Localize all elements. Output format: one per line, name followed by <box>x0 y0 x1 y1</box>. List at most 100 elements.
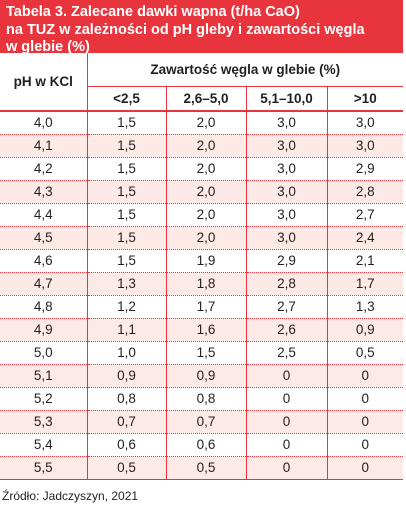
table-row: 5,0 1,0 1,5 2,5 0,5 <box>0 341 403 365</box>
value-cell: 0,5 <box>326 341 403 365</box>
value-cell: 2,0 <box>165 111 246 135</box>
value-cell: 3,0 <box>245 134 327 158</box>
table-title: Tabela 3. Zalecane dawki wapna (t/ha CaO… <box>0 0 403 55</box>
table-row: 4,4 1,5 2,0 3,0 2,7 <box>0 203 403 227</box>
table-row: 5,1 0,9 0,9 0 0 <box>0 364 403 388</box>
value-cell: 0,9 <box>86 364 166 388</box>
row-header-ph: pH w KCl <box>0 53 88 112</box>
value-cell: 1,8 <box>165 272 246 296</box>
table-row: 4,2 1,5 2,0 3,0 2,9 <box>0 157 403 181</box>
table-row: 5,5 0,5 0,5 0 0 <box>0 456 403 480</box>
table-row: 4,0 1,5 2,0 3,0 3,0 <box>0 111 403 135</box>
table-row: 4,7 1,3 1,8 2,8 1,7 <box>0 272 403 296</box>
value-cell: 0 <box>245 456 327 480</box>
value-cell: 0 <box>326 456 403 480</box>
table-row: 4,3 1,5 2,0 3,0 2,8 <box>0 180 403 204</box>
value-cell: 0 <box>245 433 327 457</box>
table-row: 5,3 0,7 0,7 0 0 <box>0 410 403 434</box>
value-cell: 1,5 <box>86 157 166 181</box>
value-cell: 1,7 <box>326 272 403 296</box>
value-cell: 1,5 <box>86 134 166 158</box>
ph-cell: 4,6 <box>0 249 87 273</box>
value-cell: 3,0 <box>245 203 327 227</box>
value-cell: 0,9 <box>326 318 403 342</box>
lime-dose-table: pH w KCl Zawartość węgla w glebie (%) <2… <box>0 53 403 480</box>
column-header: 5,1–10,0 <box>245 86 327 112</box>
ph-cell: 5,4 <box>0 433 87 457</box>
table-body: 4,0 1,5 2,0 3,0 3,0 4,1 1,5 2,0 3,0 3,0 4,2 1,5 2,0 3… <box>0 111 403 480</box>
value-cell: 2,4 <box>326 226 403 250</box>
value-cell: 2,0 <box>165 134 246 158</box>
value-cell: 0,8 <box>165 387 246 411</box>
table-row: 5,2 0,8 0,8 0 0 <box>0 387 403 411</box>
table-title-line: Tabela 3. Zalecane dawki wapna (t/ha CaO… <box>6 4 300 20</box>
value-cell: 0,9 <box>165 364 246 388</box>
value-cell: 1,5 <box>86 249 166 273</box>
value-cell: 1,0 <box>86 341 166 365</box>
value-cell: 3,0 <box>326 134 403 158</box>
ph-cell: 4,8 <box>0 295 87 319</box>
ph-cell: 5,0 <box>0 341 87 365</box>
value-cell: 1,3 <box>326 295 403 319</box>
value-cell: 2,9 <box>245 249 327 273</box>
value-cell: 2,0 <box>165 157 246 181</box>
ph-cell: 4,1 <box>0 134 87 158</box>
value-cell: 2,0 <box>165 180 246 204</box>
ph-cell: 4,9 <box>0 318 87 342</box>
column-header: <2,5 <box>87 86 166 112</box>
value-cell: 0 <box>326 410 403 434</box>
ph-cell: 4,0 <box>0 111 87 135</box>
ph-cell: 5,5 <box>0 456 87 480</box>
value-cell: 2,0 <box>165 226 246 250</box>
value-cell: 3,0 <box>245 180 327 204</box>
value-cell: 0 <box>326 364 403 388</box>
value-cell: 0,7 <box>86 410 166 434</box>
value-cell: 2,5 <box>245 341 327 365</box>
value-cell: 3,0 <box>326 111 403 135</box>
table-title-line: w glebie (%) <box>6 39 90 55</box>
ph-cell: 4,3 <box>0 180 87 204</box>
ph-cell: 5,1 <box>0 364 87 388</box>
value-cell: 3,0 <box>245 111 327 135</box>
value-cell: 1,6 <box>165 318 246 342</box>
value-cell: 2,7 <box>326 203 403 227</box>
value-cell: 2,0 <box>165 203 246 227</box>
value-cell: 2,8 <box>245 272 327 296</box>
value-cell: 1,9 <box>165 249 246 273</box>
value-cell: 0 <box>245 410 327 434</box>
value-cell: 0 <box>326 433 403 457</box>
value-cell: 1,5 <box>86 226 166 250</box>
value-cell: 1,5 <box>165 341 246 365</box>
value-cell: 1,7 <box>165 295 246 319</box>
value-cell: 2,6 <box>245 318 327 342</box>
value-cell: 2,8 <box>326 180 403 204</box>
ph-cell: 4,2 <box>0 157 87 181</box>
ph-cell: 4,7 <box>0 272 87 296</box>
value-cell: 0,8 <box>86 387 166 411</box>
table-row: 5,4 0,6 0,6 0 0 <box>0 433 403 457</box>
value-cell: 1,3 <box>86 272 166 296</box>
table-title-line: na TUZ w zależności od pH gleby i zawart… <box>6 21 365 38</box>
value-cell: 3,0 <box>245 226 327 250</box>
value-cell: 0,6 <box>86 433 166 457</box>
table-row: 4,1 1,5 2,0 3,0 3,0 <box>0 134 403 158</box>
value-cell: 0,5 <box>86 456 166 480</box>
table-row: 4,6 1,5 1,9 2,9 2,1 <box>0 249 403 273</box>
value-cell: 1,5 <box>86 180 166 204</box>
value-cell: 0,7 <box>165 410 246 434</box>
ph-cell: 4,5 <box>0 226 87 250</box>
value-cell: 0,5 <box>165 456 246 480</box>
ph-cell: 5,2 <box>0 387 87 411</box>
value-cell: 0 <box>245 364 327 388</box>
value-cell: 1,2 <box>86 295 166 319</box>
column-group-header: Zawartość węgla w glebie (%) <box>87 53 403 87</box>
value-cell: 1,5 <box>86 203 166 227</box>
value-cell: 2,9 <box>326 157 403 181</box>
column-header: 2,6–5,0 <box>165 86 246 112</box>
ph-cell: 5,3 <box>0 410 87 434</box>
table-row: 4,9 1,1 1,6 2,6 0,9 <box>0 318 403 342</box>
value-cell: 3,0 <box>245 157 327 181</box>
ph-cell: 4,4 <box>0 203 87 227</box>
value-cell: 1,1 <box>86 318 166 342</box>
